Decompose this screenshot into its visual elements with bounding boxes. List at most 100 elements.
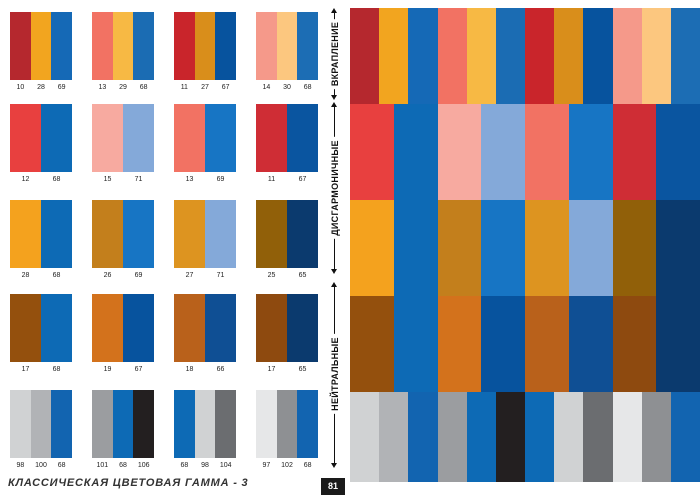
swatch-group: 13 29 68 bbox=[92, 12, 155, 96]
color-bar bbox=[123, 294, 154, 362]
panel-row bbox=[350, 392, 700, 482]
swatch-group: 101 68 106 bbox=[92, 390, 155, 474]
color-bar bbox=[112, 390, 134, 458]
arrow-down-icon bbox=[331, 95, 337, 100]
color-code: 67 bbox=[221, 84, 230, 91]
page-number: 81 bbox=[321, 478, 345, 495]
panel-color-cell bbox=[350, 392, 380, 482]
swatch-bars bbox=[256, 12, 319, 80]
color-bar bbox=[30, 390, 52, 458]
color-bar bbox=[174, 12, 195, 80]
panel-color-cell bbox=[583, 8, 613, 104]
panel-color-cell bbox=[466, 8, 496, 104]
color-code: 68 bbox=[180, 462, 189, 469]
color-bar bbox=[215, 12, 237, 80]
panel-row bbox=[350, 296, 700, 392]
color-bar bbox=[287, 294, 318, 362]
color-bar bbox=[256, 294, 287, 362]
color-code: 27 bbox=[185, 272, 194, 279]
swatch-codes: 101 68 106 bbox=[92, 460, 154, 474]
section-label-text: ВКРАПЛЕНИЕ bbox=[330, 18, 340, 90]
color-bar bbox=[205, 200, 236, 268]
panel-color-cell bbox=[437, 8, 467, 104]
swatch-bars bbox=[92, 294, 154, 362]
color-bar bbox=[256, 104, 287, 172]
color-bar bbox=[92, 390, 113, 458]
panel-color-cell bbox=[481, 296, 525, 392]
panel-color-cell bbox=[656, 296, 700, 392]
color-bar bbox=[92, 200, 123, 268]
swatch-bars bbox=[10, 390, 73, 458]
swatch-group: 25 65 bbox=[256, 200, 318, 284]
panel-color-cell bbox=[641, 392, 671, 482]
swatch-bars bbox=[10, 12, 73, 80]
panel-color-cell bbox=[481, 200, 525, 296]
color-bar bbox=[133, 12, 155, 80]
color-code: 11 bbox=[267, 176, 276, 183]
panel-color-cell bbox=[495, 8, 526, 104]
panel-color-cell bbox=[393, 104, 438, 200]
panel-row bbox=[350, 104, 700, 200]
swatch-codes: 18 66 bbox=[174, 364, 236, 378]
color-code: 71 bbox=[216, 272, 225, 279]
color-code: 100 bbox=[35, 462, 47, 469]
panel-color-cell bbox=[583, 392, 613, 482]
color-bar bbox=[123, 104, 154, 172]
color-bar bbox=[41, 200, 72, 268]
color-code: 17 bbox=[21, 366, 30, 373]
swatch-codes: 25 65 bbox=[256, 270, 318, 284]
swatch-group: 12 68 bbox=[10, 104, 72, 188]
panel-color-cell bbox=[612, 104, 657, 200]
swatch-codes: 11 67 bbox=[256, 174, 318, 188]
swatch-bars bbox=[256, 104, 318, 172]
color-bar bbox=[92, 104, 123, 172]
color-bar bbox=[174, 200, 205, 268]
color-bar bbox=[205, 104, 236, 172]
color-code: 67 bbox=[134, 366, 143, 373]
color-code: 69 bbox=[134, 272, 143, 279]
panel-color-cell bbox=[437, 392, 467, 482]
panel-color-cell bbox=[525, 8, 555, 104]
color-code: 13 bbox=[185, 176, 194, 183]
color-bar bbox=[51, 12, 73, 80]
arrow-up-icon bbox=[331, 102, 337, 107]
arrow-down-icon bbox=[331, 269, 337, 274]
color-bar bbox=[256, 12, 277, 80]
color-bar bbox=[133, 390, 155, 458]
swatch-bars bbox=[10, 200, 72, 268]
panel-color-cell bbox=[612, 392, 642, 482]
panel-color-cell bbox=[408, 8, 438, 104]
color-code: 28 bbox=[21, 272, 30, 279]
swatch-codes: 28 68 bbox=[10, 270, 72, 284]
color-bar bbox=[215, 390, 237, 458]
color-bar bbox=[10, 12, 31, 80]
color-bar bbox=[174, 390, 195, 458]
color-code: 104 bbox=[219, 462, 232, 469]
swatch-codes: 19 67 bbox=[92, 364, 154, 378]
section-label-text: ДИСГАРМОНИЧНЫЕ bbox=[330, 137, 340, 239]
panel-color-cell bbox=[393, 200, 438, 296]
swatch-codes: 14 30 68 bbox=[256, 82, 318, 96]
color-bar bbox=[41, 294, 72, 362]
color-code: 106 bbox=[137, 462, 150, 469]
swatch-group: 14 30 68 bbox=[256, 12, 319, 96]
panel-color-cell bbox=[379, 392, 409, 482]
color-code: 69 bbox=[57, 84, 66, 91]
color-bar bbox=[194, 12, 216, 80]
color-code: 68 bbox=[303, 462, 312, 469]
swatch-group: 98 100 68 bbox=[10, 390, 73, 474]
color-code: 10 bbox=[16, 84, 25, 91]
panel-color-cell bbox=[656, 104, 700, 200]
color-bar bbox=[276, 12, 298, 80]
color-bar bbox=[10, 294, 41, 362]
panel-color-cell bbox=[350, 8, 380, 104]
color-code: 30 bbox=[283, 84, 291, 91]
swatch-bars bbox=[174, 200, 236, 268]
swatch-group: 15 71 bbox=[92, 104, 154, 188]
color-code: 25 bbox=[267, 272, 276, 279]
swatch-group: 11 27 67 bbox=[174, 12, 237, 96]
panel-color-cell bbox=[379, 8, 409, 104]
panel-color-cell bbox=[554, 392, 584, 482]
panel-color-cell bbox=[670, 392, 700, 482]
panel-color-cell bbox=[612, 8, 642, 104]
